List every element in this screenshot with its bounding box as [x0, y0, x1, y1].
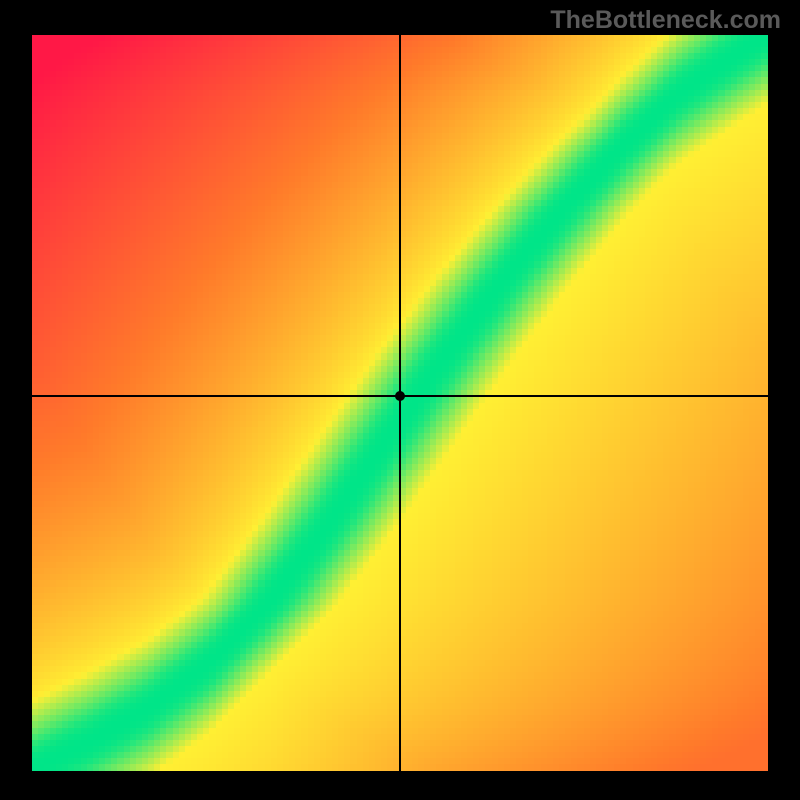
watermark-text: TheBottleneck.com [550, 6, 781, 35]
chart-container: TheBottleneck.com [0, 0, 800, 800]
crosshair-vertical [399, 35, 401, 771]
crosshair-marker [395, 391, 405, 401]
